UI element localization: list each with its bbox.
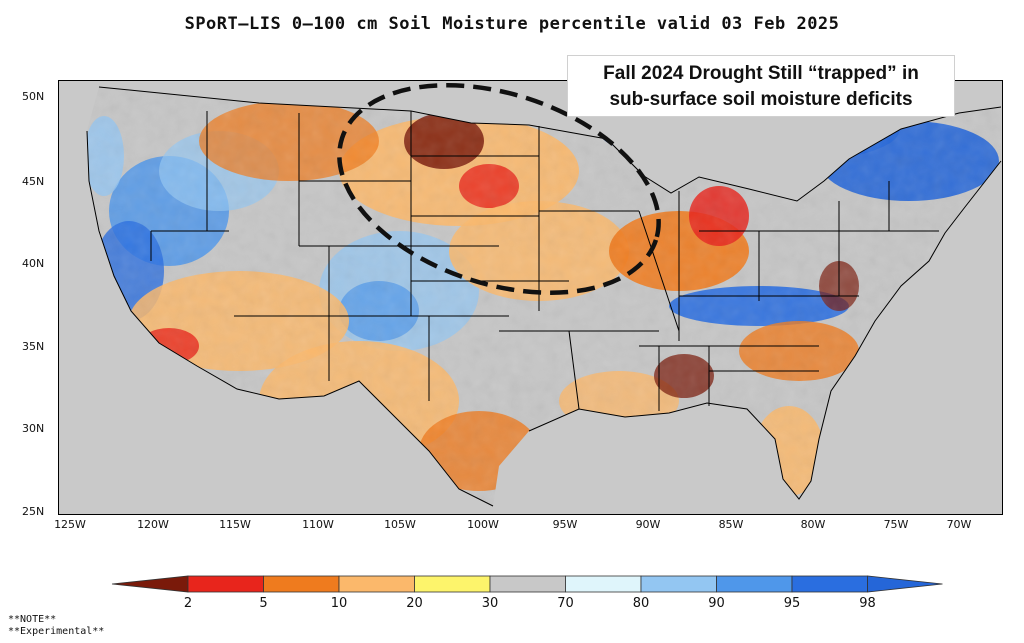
lon-label: 90W: [635, 518, 661, 531]
map-canvas: [86, 83, 1002, 507]
colorbar-segment: [263, 575, 340, 593]
lat-label: 30N: [22, 422, 45, 435]
callout-line-1: Fall 2024 Drought Still “trapped” in: [603, 63, 919, 84]
colorbar-segment: [338, 575, 415, 593]
soil-moisture-map: [58, 80, 1003, 515]
lon-label: 115W: [219, 518, 251, 531]
colorbar-segment: [187, 575, 264, 593]
lon-label: 120W: [137, 518, 169, 531]
colorbar-tick-label: 95: [783, 596, 801, 611]
colorbar-tick-label: 70: [557, 596, 574, 611]
colorbar-tick-label: 10: [330, 596, 348, 611]
colorbar-segment: [111, 575, 189, 593]
lat-label: 25N: [22, 505, 45, 518]
lon-label: 100W: [467, 518, 499, 531]
map-title: SPoRT–LIS 0–100 cm Soil Moisture percent…: [184, 14, 840, 34]
callout-box: Fall 2024 Drought Still “trapped” in sub…: [567, 55, 955, 117]
colorbar-segment: [640, 575, 717, 593]
lon-label: 125W: [54, 518, 86, 531]
lat-label: 40N: [22, 257, 45, 270]
lat-label: 35N: [22, 340, 45, 353]
lon-label: 70W: [946, 518, 972, 531]
colorbar: [111, 575, 943, 593]
colorbar-segment: [565, 575, 642, 593]
colorbar-tick-label: 98: [859, 596, 876, 611]
lon-label: 85W: [718, 518, 744, 531]
lon-label: 95W: [552, 518, 578, 531]
colorbar-tick-label: 20: [406, 596, 423, 611]
lat-label: 45N: [22, 175, 45, 188]
colorbar-segment: [791, 575, 868, 593]
colorbar-tick-label: 5: [259, 596, 268, 611]
experimental-label: **Experimental**: [8, 626, 105, 637]
colorbar-segment: [414, 575, 491, 593]
note-label: **NOTE**: [8, 614, 57, 625]
lon-label: 110W: [302, 518, 334, 531]
lon-label: 80W: [800, 518, 826, 531]
lat-label: 50N: [22, 90, 45, 103]
colorbar-tick-label: 2: [183, 596, 193, 611]
colorbar-tick-label: 80: [632, 596, 650, 611]
colorbar-segment: [716, 575, 793, 593]
colorbar-tick-label: 90: [708, 596, 725, 611]
callout-line-2: sub-surface soil moisture deficits: [609, 89, 913, 110]
colorbar-segment: [489, 575, 566, 593]
colorbar-segment: [867, 575, 943, 593]
lon-label: 75W: [883, 518, 909, 531]
lon-label: 105W: [384, 518, 416, 531]
drought-highlight-ellipse: [337, 83, 661, 295]
colorbar-tick-label: 30: [481, 596, 499, 611]
